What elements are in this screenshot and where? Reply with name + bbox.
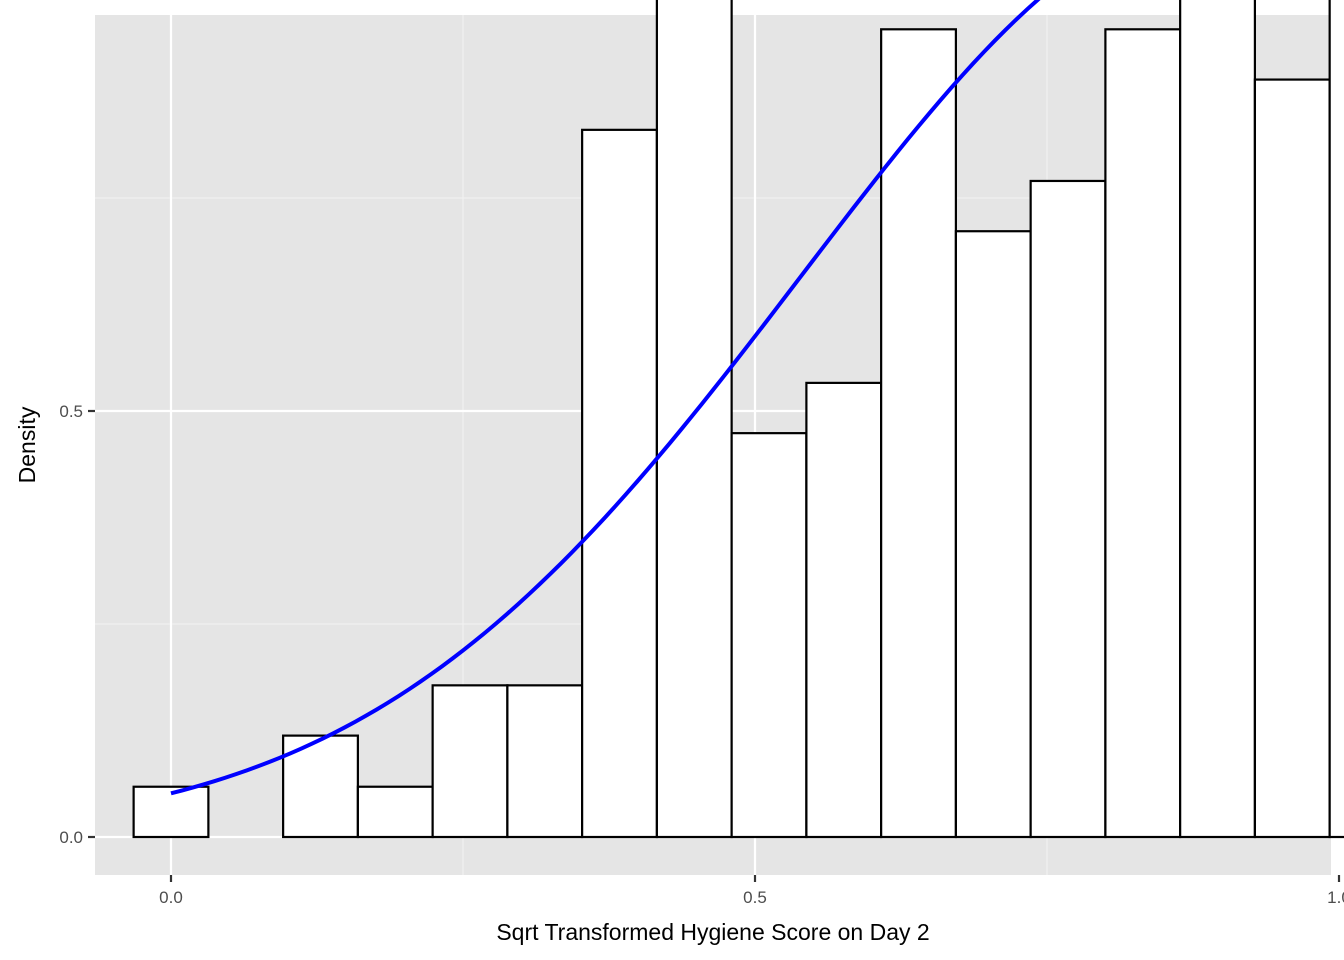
histogram-bar [1179, 0, 1257, 839]
histogram-bar [1253, 78, 1331, 839]
histogram-bar [581, 128, 658, 839]
histogram-bar [954, 230, 1032, 839]
x-tick-label: 0.5 [743, 888, 767, 907]
x-tick-label: 0.0 [159, 888, 183, 907]
histogram-bar [132, 785, 210, 839]
histogram-bar [431, 684, 509, 839]
histogram-bars [132, 0, 1344, 839]
x-tick-label: 1.0 [1327, 888, 1344, 907]
normal-density-curve [170, 0, 1041, 796]
histogram-bar [730, 432, 808, 839]
y-tick-label: 0.0 [59, 828, 83, 847]
histogram-bar [880, 28, 957, 839]
x-axis-title: Sqrt Transformed Hygiene Score on Day 2 [496, 919, 929, 945]
y-axis-title: Density [14, 406, 40, 483]
histogram-bar [506, 684, 584, 839]
histogram-bar [805, 381, 883, 839]
histogram-bar [1328, 0, 1344, 839]
histogram-bar [655, 0, 733, 839]
x-axis: 0.00.51.01.5 [159, 875, 1344, 907]
histogram-bar [1104, 28, 1182, 839]
histogram-bar [1029, 179, 1107, 839]
histogram-bar [356, 785, 434, 839]
y-axis: 0.00.51.01.5 [59, 402, 95, 847]
y-tick-label: 0.5 [59, 402, 83, 421]
